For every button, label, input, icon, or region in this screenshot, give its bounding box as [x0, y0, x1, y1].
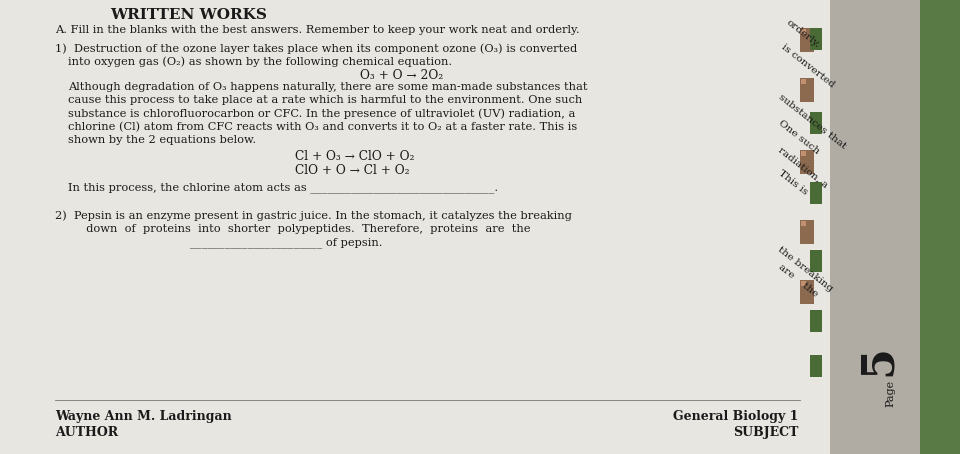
Text: 2)  Pepsin is an enzyme present in gastric juice. In the stomach, it catalyzes t: 2) Pepsin is an enzyme present in gastri…	[55, 210, 572, 221]
Text: This is: This is	[777, 168, 809, 196]
Text: radiation, a: radiation, a	[777, 145, 829, 189]
Text: are    the: are the	[777, 262, 819, 298]
Text: Although degradation of O₃ happens naturally, there are some man-made substances: Although degradation of O₃ happens natur…	[68, 82, 588, 92]
Text: 1)  Destruction of the ozone layer takes place when its component ozone (O₃) is : 1) Destruction of the ozone layer takes …	[55, 43, 577, 54]
Bar	[800, 150, 814, 174]
Text: SUBJECT: SUBJECT	[732, 426, 798, 439]
Bar	[0, 0, 830, 454]
Text: the breaking: the breaking	[777, 245, 835, 293]
Bar	[801, 221, 806, 226]
Bar	[810, 182, 822, 204]
Bar	[810, 250, 822, 272]
Text: chlorine (Cl) atom from CFC reacts with O₃ and converts it to O₂ at a faster rat: chlorine (Cl) atom from CFC reacts with …	[68, 122, 577, 132]
Text: General Biology 1: General Biology 1	[673, 410, 798, 423]
Bar	[920, 0, 960, 454]
Text: WRITTEN WORKS: WRITTEN WORKS	[110, 8, 267, 22]
Text: into oxygen gas (O₂) as shown by the following chemical equation.: into oxygen gas (O₂) as shown by the fol…	[68, 56, 452, 67]
Bar	[810, 28, 822, 50]
Bar	[801, 151, 806, 156]
Text: One such: One such	[777, 118, 821, 155]
Text: A. Fill in the blanks with the best answers. Remember to keep your work neat and: A. Fill in the blanks with the best answ…	[55, 25, 580, 35]
Bar	[810, 112, 822, 134]
Text: down  of  proteins  into  shorter  polypeptides.  Therefore,  proteins  are  the: down of proteins into shorter polypeptid…	[68, 223, 531, 233]
Text: AUTHOR: AUTHOR	[55, 426, 118, 439]
Bar	[800, 78, 814, 102]
Text: Page: Page	[885, 380, 895, 407]
Text: _______________________ of pepsin.: _______________________ of pepsin.	[190, 237, 382, 248]
Text: 5: 5	[856, 345, 900, 376]
Bar	[800, 220, 814, 244]
Bar	[801, 79, 806, 84]
Bar	[830, 0, 960, 454]
Bar	[801, 281, 806, 286]
Bar	[800, 28, 814, 52]
Text: is converted: is converted	[780, 42, 836, 89]
Text: Wayne Ann M. Ladringan: Wayne Ann M. Ladringan	[55, 410, 231, 423]
Text: ClO + O → Cl + O₂: ClO + O → Cl + O₂	[295, 163, 410, 177]
Text: substances that: substances that	[777, 92, 848, 150]
Bar	[801, 29, 806, 34]
Text: In this process, the chlorine atom acts as ________________________________.: In this process, the chlorine atom acts …	[68, 182, 498, 192]
Bar	[810, 355, 822, 377]
Bar	[800, 280, 814, 304]
Text: substance is chlorofluorocarbon or CFC. In the presence of ultraviolet (UV) radi: substance is chlorofluorocarbon or CFC. …	[68, 109, 575, 119]
Text: shown by the 2 equations below.: shown by the 2 equations below.	[68, 135, 256, 145]
Text: Cl + O₃ → ClO + O₂: Cl + O₃ → ClO + O₂	[295, 150, 415, 163]
Text: orderly.: orderly.	[784, 18, 822, 50]
Bar	[810, 310, 822, 332]
Text: cause this process to take place at a rate which is harmful to the environment. : cause this process to take place at a ra…	[68, 95, 583, 105]
Text: O₃ + O → 2O₂: O₃ + O → 2O₂	[360, 69, 444, 82]
